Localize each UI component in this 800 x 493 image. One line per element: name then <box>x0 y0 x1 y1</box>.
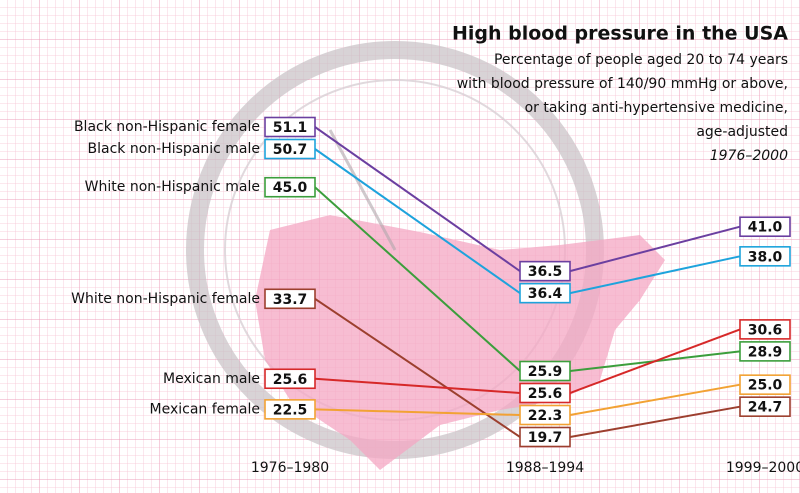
legend-label: Mexican female <box>150 401 260 417</box>
value-label: 25.6 <box>528 386 563 402</box>
x-tick-label: 1988–1994 <box>506 460 584 476</box>
legend-label: Mexican male <box>163 371 260 387</box>
chart-title: High blood pressure in the USA <box>452 23 788 45</box>
subtitle: or taking anti-hypertensive medicine, <box>525 100 788 116</box>
period: 1976–2000 <box>710 148 788 164</box>
legend-label: White non-Hispanic female <box>71 291 260 307</box>
value-label: 51.1 <box>273 120 308 136</box>
value-label: 22.3 <box>528 408 563 424</box>
subtitle: with blood pressure of 140/90 mmHg or ab… <box>457 76 788 92</box>
value-label: 25.9 <box>528 364 563 380</box>
subtitle: age-adjusted <box>696 124 788 140</box>
value-label: 25.0 <box>748 378 783 394</box>
legend-label: Black non-Hispanic male <box>88 141 261 157</box>
value-label: 36.4 <box>528 286 563 302</box>
legend-label: Black non-Hispanic female <box>74 119 260 135</box>
value-label: 50.7 <box>273 142 308 158</box>
value-label: 36.5 <box>528 264 563 280</box>
value-label: 45.0 <box>273 180 308 196</box>
x-tick-label: 1976–1980 <box>251 460 329 476</box>
value-label: 28.9 <box>748 344 783 360</box>
subtitle: Percentage of people aged 20 to 74 years <box>494 52 788 68</box>
value-label: 22.5 <box>273 402 308 418</box>
value-label: 38.0 <box>748 249 783 265</box>
legend-label: White non-Hispanic male <box>85 179 260 195</box>
chart: High blood pressure in the USA Percentag… <box>0 0 800 493</box>
value-label: 19.7 <box>528 430 563 446</box>
value-label: 25.6 <box>273 372 308 388</box>
value-label: 33.7 <box>273 292 308 308</box>
x-tick-label: 1999–2000 <box>726 460 800 476</box>
value-label: 24.7 <box>748 400 783 416</box>
value-label: 30.6 <box>748 322 783 338</box>
value-label: 41.0 <box>748 220 783 236</box>
